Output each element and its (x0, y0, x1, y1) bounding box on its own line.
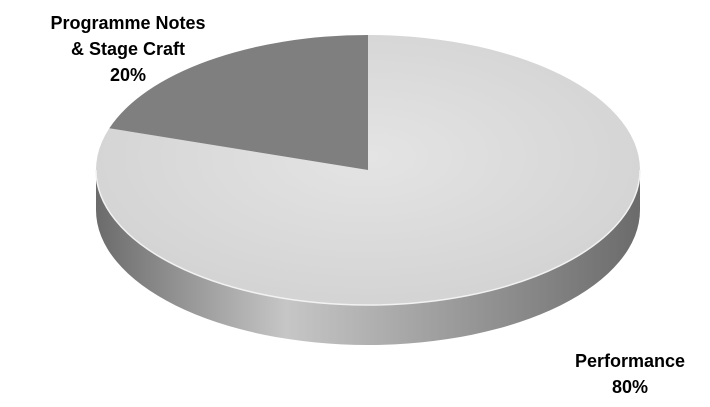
pie-side-wall (96, 170, 640, 345)
slice-percent-performance: 80% (611, 377, 649, 397)
slice-label-performance-line1: Performance (574, 351, 686, 371)
pie-top-rim (95, 169, 641, 306)
pie-slice-programme-notes (109, 35, 369, 170)
slice-label-performance: Performance 80% (555, 348, 705, 400)
slice-label-programme-line1: Programme Notes (50, 13, 206, 33)
pie-slice-performance (96, 35, 641, 305)
slice-label-programme-line2: & Stage Craft (70, 39, 186, 59)
slice-percent-programme-notes: 20% (109, 65, 147, 85)
slice-label-programme-notes: Programme Notes & Stage Craft 20% (8, 10, 248, 88)
